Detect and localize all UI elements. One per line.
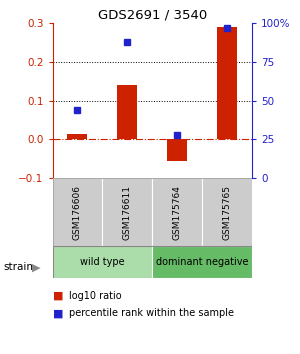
Bar bbox=[152, 178, 202, 246]
Text: wild type: wild type bbox=[80, 257, 125, 267]
Bar bbox=[102, 178, 152, 246]
Text: ■: ■ bbox=[52, 308, 63, 318]
Text: ■: ■ bbox=[52, 291, 63, 301]
Bar bbox=[52, 246, 252, 278]
Bar bbox=[52, 178, 102, 246]
Text: GSM175764: GSM175764 bbox=[173, 185, 182, 240]
Text: percentile rank within the sample: percentile rank within the sample bbox=[69, 308, 234, 318]
Bar bbox=[68, 133, 87, 139]
Text: dominant negative: dominant negative bbox=[156, 257, 248, 267]
Text: strain: strain bbox=[3, 262, 33, 272]
Bar bbox=[167, 139, 187, 161]
Text: GSM175765: GSM175765 bbox=[223, 184, 232, 240]
Bar bbox=[217, 27, 237, 139]
Text: GSM176611: GSM176611 bbox=[123, 184, 132, 240]
Text: GSM176606: GSM176606 bbox=[73, 184, 82, 240]
Bar bbox=[117, 85, 137, 139]
Text: log10 ratio: log10 ratio bbox=[69, 291, 122, 301]
Title: GDS2691 / 3540: GDS2691 / 3540 bbox=[98, 9, 207, 22]
Bar bbox=[152, 246, 252, 278]
Bar bbox=[52, 246, 152, 278]
Bar bbox=[202, 178, 252, 246]
Bar bbox=[52, 178, 252, 246]
Text: ▶: ▶ bbox=[32, 262, 40, 272]
